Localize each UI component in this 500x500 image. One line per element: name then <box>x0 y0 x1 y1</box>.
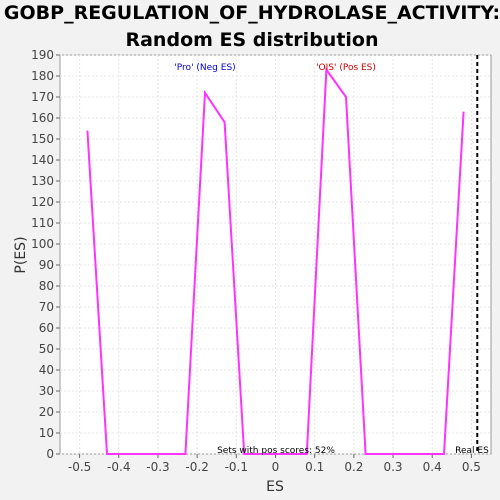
chart-title-line1: GOBP_REGULATION_OF_HYDROLASE_ACTIVITY: <box>4 2 500 24</box>
x-tick-label-5: 0 <box>272 460 280 474</box>
y-tick-label-0: 0 <box>46 447 54 461</box>
y-tick-label-14: 140 <box>31 153 54 167</box>
y-tick-label-18: 180 <box>31 69 54 83</box>
y-tick-label-10: 100 <box>31 237 54 251</box>
y-tick-label-1: 10 <box>39 426 54 440</box>
y-tick-label-19: 190 <box>31 48 54 62</box>
y-axis-label: P(ES) <box>13 236 29 273</box>
neg-es-label: 'Pro' (Neg ES) <box>174 63 235 73</box>
y-tick-label-12: 120 <box>31 195 54 209</box>
y-tick-label-6: 60 <box>39 321 54 335</box>
x-tick-label-2: -0.3 <box>146 460 169 474</box>
y-tick-label-13: 130 <box>31 174 54 188</box>
x-tick-label-9: 0.4 <box>423 460 442 474</box>
y-tick-label-11: 110 <box>31 216 54 230</box>
y-tick-label-8: 80 <box>39 279 54 293</box>
x-tick-label-7: 0.2 <box>344 460 363 474</box>
y-tick-label-17: 170 <box>31 90 54 104</box>
series <box>86 66 465 455</box>
x-axis-label: ES <box>266 479 284 495</box>
grid <box>60 54 491 455</box>
y-tick-label-2: 20 <box>39 405 54 419</box>
chart-title-line2: Random ES distribution <box>125 29 378 51</box>
y-tick-label-5: 50 <box>39 342 54 356</box>
x-tick-label-8: 0.3 <box>383 460 402 474</box>
x-tick-label-6: 0.1 <box>305 460 324 474</box>
axes: 0 10 20 30 40 50 60 70 80 90 100 110 120 130 140 150 160… <box>31 48 481 474</box>
x-tick-label-4: -0.1 <box>225 460 248 474</box>
y-tick-label-15: 150 <box>31 132 54 146</box>
y-tick-label-4: 40 <box>39 363 54 377</box>
x-tick-label-3: -0.2 <box>185 460 208 474</box>
y-tick-label-7: 70 <box>39 300 54 314</box>
pos-scores-text: Sets with pos scores: 52% <box>217 446 335 456</box>
x-tick-label-1: -0.4 <box>107 460 130 474</box>
pos-es-label: 'OIS' (Pos ES) <box>316 63 376 73</box>
y-tick-label-16: 160 <box>31 111 54 125</box>
series-line-0 <box>86 66 465 455</box>
x-tick-label-0: -0.5 <box>68 460 91 474</box>
y-tick-label-3: 30 <box>39 384 54 398</box>
x-tick-label-10: 0.5 <box>462 460 481 474</box>
y-tick-label-9: 90 <box>39 258 54 272</box>
plot-area <box>59 54 492 455</box>
real-es-text: Real ES <box>455 446 489 456</box>
